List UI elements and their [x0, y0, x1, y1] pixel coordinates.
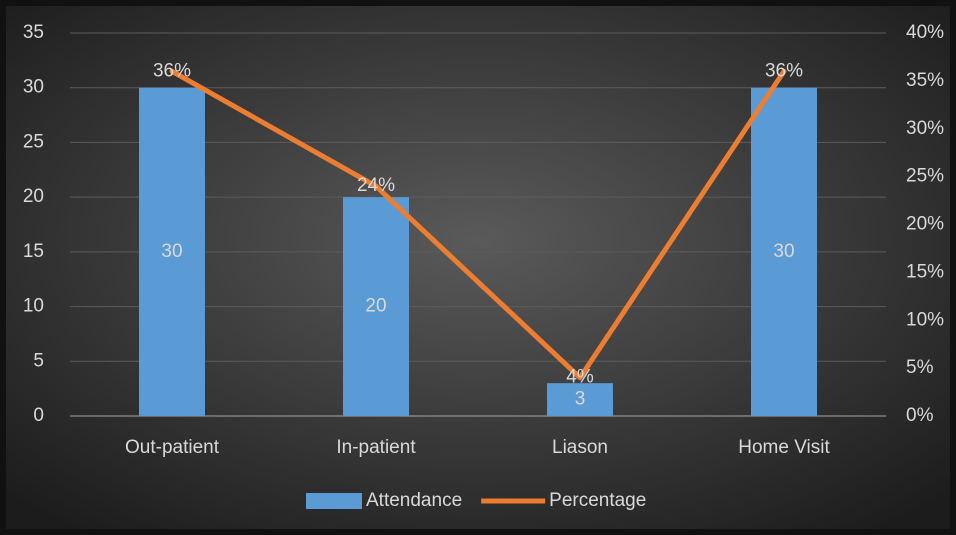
bar-value-label: 30: [161, 241, 182, 262]
bar-value-label: 20: [365, 296, 386, 317]
bar: [343, 197, 409, 416]
x-tick-label: Liason: [552, 437, 608, 458]
y2-tick-label: 0%: [906, 405, 934, 426]
y2-tick-label: 35%: [906, 70, 944, 91]
y-tick-label: 15: [23, 241, 44, 262]
y2-tick-label: 20%: [906, 214, 944, 235]
legend-label: Attendance: [366, 490, 462, 511]
bar: [547, 383, 613, 416]
y-tick-label: 5: [33, 350, 44, 371]
legend-swatch: [306, 493, 362, 509]
y2-tick-label: 40%: [906, 22, 944, 43]
legend-label: Percentage: [549, 490, 646, 511]
y2-tick-label: 10%: [906, 309, 944, 330]
bar: [751, 87, 817, 416]
x-tick-label: Home Visit: [738, 437, 830, 458]
bar: [139, 87, 205, 416]
line-value-label: 36%: [153, 60, 191, 81]
bar-value-label: 3: [575, 389, 586, 410]
line-value-label: 4%: [566, 367, 594, 388]
y-tick-label: 20: [23, 186, 44, 207]
x-tick-label: In-patient: [336, 437, 416, 458]
y-tick-label: 10: [23, 296, 44, 317]
bar-value-label: 30: [773, 241, 794, 262]
y2-tick-label: 25%: [906, 166, 944, 187]
line-value-label: 36%: [765, 60, 803, 81]
y2-tick-label: 30%: [906, 118, 944, 139]
y-tick-label: 35: [23, 22, 44, 43]
x-tick-label: Out-patient: [125, 437, 220, 458]
line-value-label: 24%: [357, 175, 395, 196]
line: [169, 68, 787, 381]
y-tick-label: 0: [33, 405, 44, 426]
y-tick-label: 30: [23, 77, 44, 98]
y-tick-label: 25: [23, 131, 44, 152]
y2-tick-label: 15%: [906, 261, 944, 282]
y2-tick-label: 5%: [906, 357, 934, 378]
